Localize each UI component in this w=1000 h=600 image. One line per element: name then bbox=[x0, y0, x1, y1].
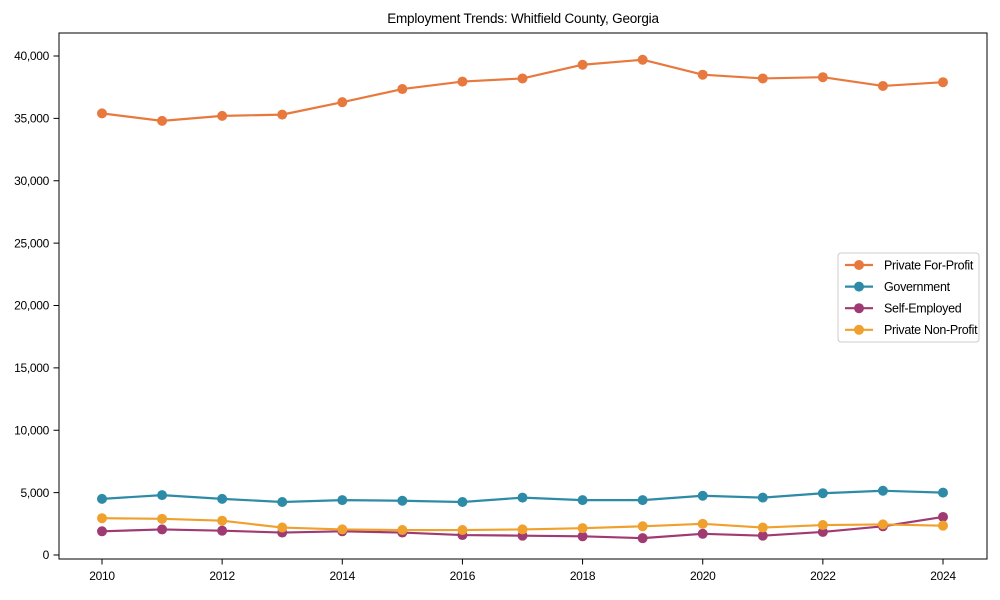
legend-label: Government bbox=[884, 280, 951, 294]
y-axis-tick-label: 20,000 bbox=[14, 299, 50, 313]
data-point-marker bbox=[97, 493, 107, 504]
data-point-marker bbox=[877, 519, 888, 530]
legend-label: Private Non-Profit bbox=[884, 323, 978, 337]
data-point-marker bbox=[757, 522, 768, 533]
data-point-marker bbox=[757, 492, 768, 503]
data-point-marker bbox=[97, 513, 107, 524]
y-axis-tick-label: 15,000 bbox=[14, 361, 50, 375]
data-point-marker bbox=[637, 533, 648, 544]
data-point-marker bbox=[337, 524, 348, 535]
data-point-marker bbox=[577, 495, 588, 506]
x-axis-tick-label: 2012 bbox=[209, 569, 235, 583]
data-point-marker bbox=[757, 530, 768, 541]
data-point-marker bbox=[938, 511, 948, 522]
y-axis-tick-label: 40,000 bbox=[14, 49, 50, 63]
data-point-marker bbox=[938, 520, 948, 531]
data-point-marker bbox=[938, 77, 948, 88]
data-point-marker bbox=[817, 72, 828, 83]
data-point-marker bbox=[817, 520, 828, 531]
y-axis-tick-label: 10,000 bbox=[14, 423, 50, 437]
data-point-marker bbox=[217, 110, 228, 121]
x-axis-tick-label: 2024 bbox=[930, 569, 956, 583]
data-point-marker bbox=[277, 109, 288, 120]
x-axis-tick-label: 2018 bbox=[570, 569, 596, 583]
data-point-marker bbox=[97, 526, 107, 537]
series-line bbox=[100, 58, 945, 122]
data-point-marker bbox=[697, 69, 708, 80]
legend-marker-icon bbox=[854, 324, 864, 335]
data-point-marker bbox=[397, 495, 408, 506]
data-point-marker bbox=[637, 521, 648, 532]
y-axis-tick-label: 25,000 bbox=[14, 236, 50, 250]
data-point-marker bbox=[217, 493, 228, 504]
data-point-marker bbox=[637, 54, 648, 65]
data-point-marker bbox=[457, 525, 468, 536]
data-point-marker bbox=[757, 73, 768, 84]
legend-label: Private For-Profit bbox=[884, 258, 974, 272]
data-point-marker bbox=[517, 492, 528, 503]
data-point-marker bbox=[157, 115, 168, 126]
data-point-marker bbox=[157, 524, 168, 535]
y-axis-tick-label: 30,000 bbox=[14, 174, 50, 188]
legend-label: Self-Employed bbox=[884, 302, 962, 316]
data-point-marker bbox=[397, 84, 408, 95]
legend-marker-icon bbox=[854, 281, 864, 292]
data-point-marker bbox=[457, 76, 468, 87]
data-point-marker bbox=[277, 496, 288, 507]
data-point-marker bbox=[697, 528, 708, 539]
legend-box bbox=[837, 252, 980, 343]
data-point-marker bbox=[517, 524, 528, 535]
data-point-marker bbox=[577, 523, 588, 534]
data-point-marker bbox=[337, 97, 348, 108]
data-point-marker bbox=[157, 513, 168, 524]
chart-title: Employment Trends: Whitfield County, Geo… bbox=[387, 11, 659, 26]
axes-frame bbox=[58, 32, 988, 560]
data-point-marker bbox=[97, 108, 107, 119]
data-point-marker bbox=[637, 495, 648, 506]
data-point-marker bbox=[517, 73, 528, 84]
data-point-marker bbox=[817, 526, 828, 537]
x-axis-tick-label: 2010 bbox=[89, 569, 115, 583]
data-point-marker bbox=[938, 487, 948, 498]
data-point-marker bbox=[697, 490, 708, 501]
data-point-marker bbox=[457, 496, 468, 507]
y-axis-tick-label: 35,000 bbox=[14, 112, 50, 126]
y-axis-tick-label: 5,000 bbox=[20, 486, 49, 500]
data-point-marker bbox=[277, 522, 288, 533]
plot-area: 0 5,000 10,000 15,000 20,000 25,000 30,000 35,0… bbox=[14, 32, 988, 583]
x-axis-tick-label: 2016 bbox=[450, 569, 476, 583]
data-point-marker bbox=[577, 59, 588, 70]
legend-marker-icon bbox=[854, 303, 864, 314]
data-point-marker bbox=[877, 80, 888, 91]
x-axis-tick-label: 2022 bbox=[810, 569, 836, 583]
legend-marker-icon bbox=[854, 260, 864, 270]
legend: Private For-Profit Government Self-Employe… bbox=[837, 252, 980, 343]
data-point-marker bbox=[697, 518, 708, 529]
x-axis-tick-label: 2014 bbox=[330, 569, 356, 583]
y-axis-tick-label: 0 bbox=[43, 548, 50, 562]
data-point-marker bbox=[337, 495, 348, 506]
data-point-marker bbox=[877, 485, 888, 496]
data-point-marker bbox=[397, 525, 408, 536]
data-point-marker bbox=[217, 525, 228, 536]
data-point-marker bbox=[217, 515, 228, 526]
data-point-marker bbox=[577, 531, 588, 542]
x-axis-tick-label: 2020 bbox=[690, 569, 716, 583]
data-point-marker bbox=[157, 490, 168, 501]
data-point-marker bbox=[817, 488, 828, 499]
